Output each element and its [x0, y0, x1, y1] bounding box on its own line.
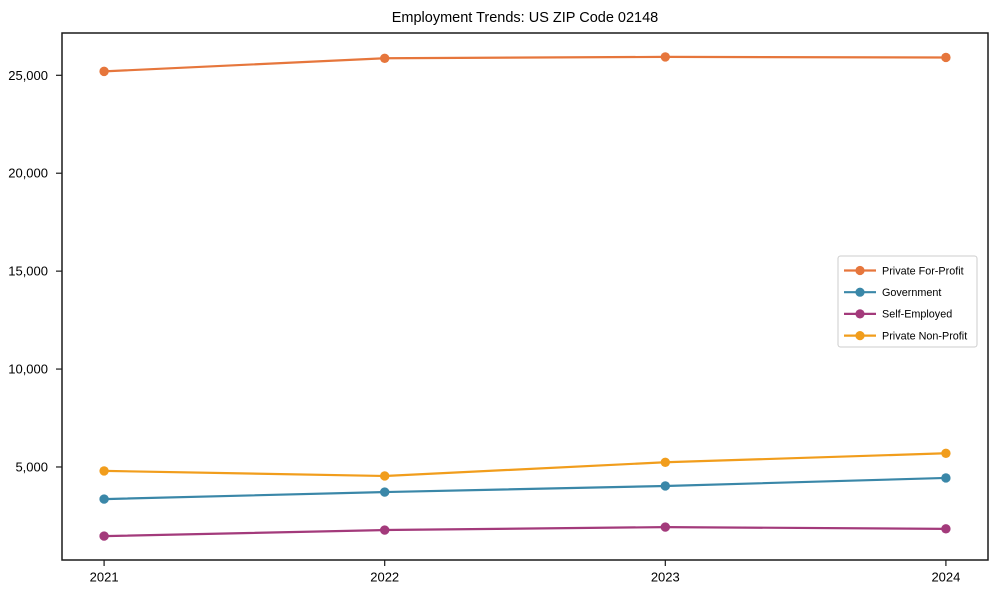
series-line-private-non-profit [102, 452, 948, 478]
legend-item-label: Government [882, 287, 941, 299]
data-point [379, 471, 390, 481]
data-point [941, 473, 951, 483]
y-tick-label: 20,000 [8, 166, 48, 181]
legend-box [837, 255, 978, 348]
x-tick-label: 2021 [90, 570, 119, 585]
legend-item: Private For-Profit [844, 265, 964, 277]
y-tick-label: 15,000 [8, 264, 48, 279]
legend-item: Private Non-Profit [844, 330, 967, 342]
legend-marker-dot [855, 309, 865, 319]
data-point [99, 66, 109, 77]
data-point [660, 522, 671, 532]
data-point [660, 52, 671, 62]
legend-marker-dot [855, 265, 865, 276]
chart-title: Employment Trends: US ZIP Code 02148 [392, 10, 659, 26]
data-point [99, 494, 109, 504]
data-point [99, 531, 109, 541]
legend-item: Government [844, 287, 941, 299]
y-tick-label: 5,000 [15, 459, 48, 474]
legend-marker-dot [855, 331, 865, 341]
data-point [941, 524, 951, 534]
x-tick-label: 2023 [651, 570, 680, 585]
data-point [99, 466, 109, 476]
legend: Private For-Profit Government Self-Employe… [837, 255, 978, 348]
data-point [941, 448, 951, 458]
x-tick-label: 2022 [370, 570, 399, 585]
legend-item-label: Self-Employed [882, 309, 952, 321]
x-tick-label: 2024 [931, 570, 960, 585]
data-point [379, 487, 390, 497]
data-point [379, 53, 390, 63]
legend-marker-dot [855, 287, 865, 297]
series-line-self-employed [102, 525, 948, 538]
legend-item: Self-Employed [844, 309, 952, 321]
plot-area-border [61, 32, 989, 561]
y-tick-label: 25,000 [8, 68, 48, 83]
data-point [660, 457, 671, 467]
data-point [660, 481, 671, 491]
legend-item-label: Private For-Profit [882, 265, 964, 277]
data-point [379, 525, 390, 535]
legend-item-label: Private Non-Profit [882, 330, 967, 342]
y-tick-label: 10,000 [8, 362, 48, 377]
data-point [941, 52, 951, 63]
plot-layer: 5,000 10,000 15,000 20,000 25,000 2021 2022 202… [8, 32, 989, 585]
series-line-government [102, 476, 948, 501]
series-line-private-for-profit [102, 55, 948, 73]
